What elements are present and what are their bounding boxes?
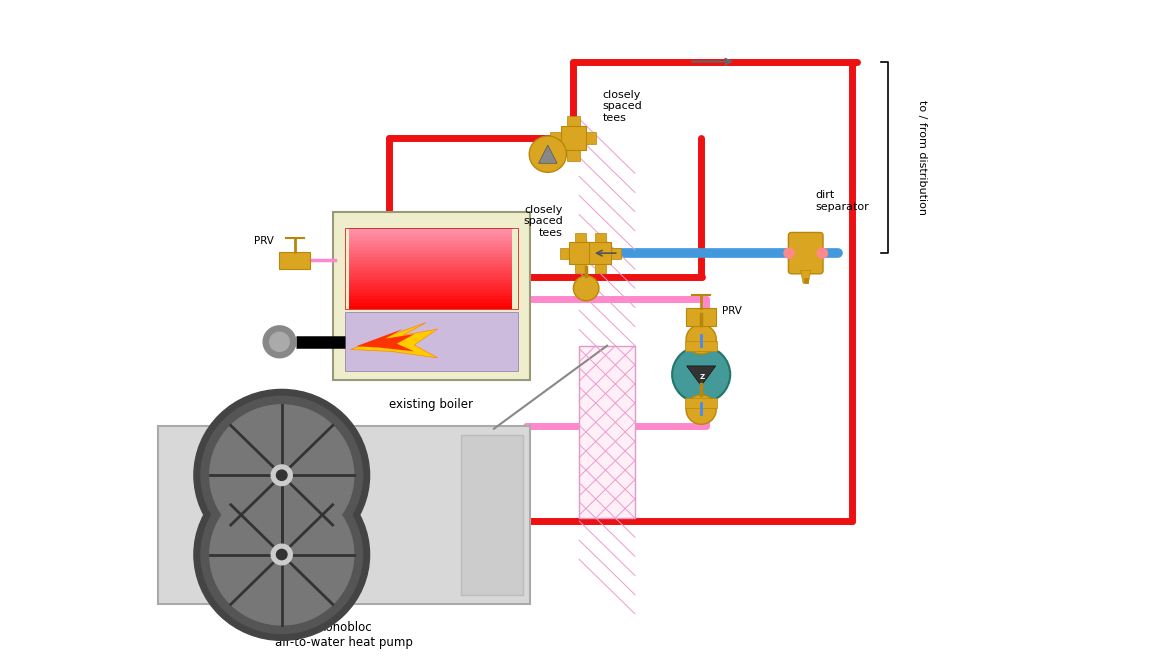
Bar	[349, 276, 511, 280]
Bar	[686, 308, 716, 326]
Bar	[579, 345, 635, 518]
Bar	[349, 283, 511, 286]
Bar	[686, 341, 717, 351]
Circle shape	[529, 136, 566, 172]
Text: closely
spaced
tees: closely spaced tees	[523, 205, 563, 238]
Bar	[349, 296, 511, 299]
Bar	[574, 263, 586, 273]
Circle shape	[201, 476, 363, 634]
Text: monobloc
air-to-water heat pump: monobloc air-to-water heat pump	[275, 622, 413, 649]
Circle shape	[686, 324, 716, 354]
Bar	[349, 251, 511, 254]
Bar	[349, 306, 511, 309]
Bar	[574, 233, 586, 243]
Text: dirt
separator: dirt separator	[815, 190, 869, 212]
Bar	[349, 257, 511, 261]
Polygon shape	[356, 329, 414, 351]
Bar	[569, 242, 592, 264]
Bar	[349, 244, 511, 247]
Bar	[349, 299, 511, 303]
Text: PRV: PRV	[722, 305, 742, 316]
Bar	[349, 293, 511, 296]
Bar	[349, 247, 511, 251]
Bar	[349, 266, 511, 270]
Bar	[344, 228, 517, 309]
Bar	[560, 126, 586, 151]
Polygon shape	[687, 366, 716, 386]
Circle shape	[817, 248, 827, 258]
Circle shape	[672, 346, 730, 403]
Bar	[461, 435, 523, 595]
Bar	[349, 241, 511, 244]
Bar	[349, 263, 511, 266]
FancyBboxPatch shape	[789, 232, 823, 274]
Bar	[349, 286, 511, 290]
Bar	[591, 247, 601, 259]
Circle shape	[263, 326, 296, 358]
Bar	[804, 278, 807, 283]
Circle shape	[573, 276, 599, 301]
Bar	[560, 247, 570, 259]
Bar	[579, 345, 635, 518]
Polygon shape	[800, 270, 811, 283]
Circle shape	[276, 470, 287, 480]
Bar	[594, 263, 606, 273]
Bar	[349, 238, 511, 241]
Circle shape	[271, 544, 292, 565]
Text: closely
spaced
tees: closely spaced tees	[603, 89, 642, 123]
Bar	[686, 397, 717, 408]
Circle shape	[271, 465, 292, 486]
Circle shape	[194, 390, 370, 561]
Bar	[349, 273, 511, 276]
Bar	[349, 231, 511, 234]
Bar	[349, 270, 511, 273]
Bar	[585, 132, 597, 144]
Bar	[344, 313, 517, 371]
Text: c: c	[461, 299, 467, 310]
Circle shape	[686, 395, 716, 424]
Circle shape	[784, 248, 794, 258]
Bar	[611, 247, 620, 259]
Bar	[567, 116, 579, 127]
Text: Z: Z	[700, 374, 706, 380]
Bar	[579, 247, 590, 259]
Text: existing boiler: existing boiler	[390, 398, 473, 411]
Bar	[280, 251, 310, 269]
Text: to / from distribution: to / from distribution	[917, 100, 927, 215]
Circle shape	[201, 396, 363, 554]
Polygon shape	[538, 145, 557, 163]
FancyBboxPatch shape	[158, 426, 530, 603]
Circle shape	[276, 549, 287, 560]
Circle shape	[209, 484, 353, 625]
Bar	[349, 280, 511, 283]
Text: PRV: PRV	[254, 236, 274, 246]
Circle shape	[194, 468, 370, 640]
Bar	[349, 290, 511, 293]
Bar	[349, 228, 511, 231]
Bar	[589, 242, 611, 264]
Circle shape	[269, 332, 289, 351]
Bar	[349, 303, 511, 306]
Bar	[567, 149, 579, 161]
Bar	[594, 233, 606, 243]
Bar	[349, 261, 511, 263]
Bar	[349, 234, 511, 238]
Circle shape	[209, 405, 353, 545]
Bar	[349, 254, 511, 257]
FancyBboxPatch shape	[332, 213, 530, 380]
Bar	[550, 132, 562, 144]
Polygon shape	[350, 322, 438, 358]
